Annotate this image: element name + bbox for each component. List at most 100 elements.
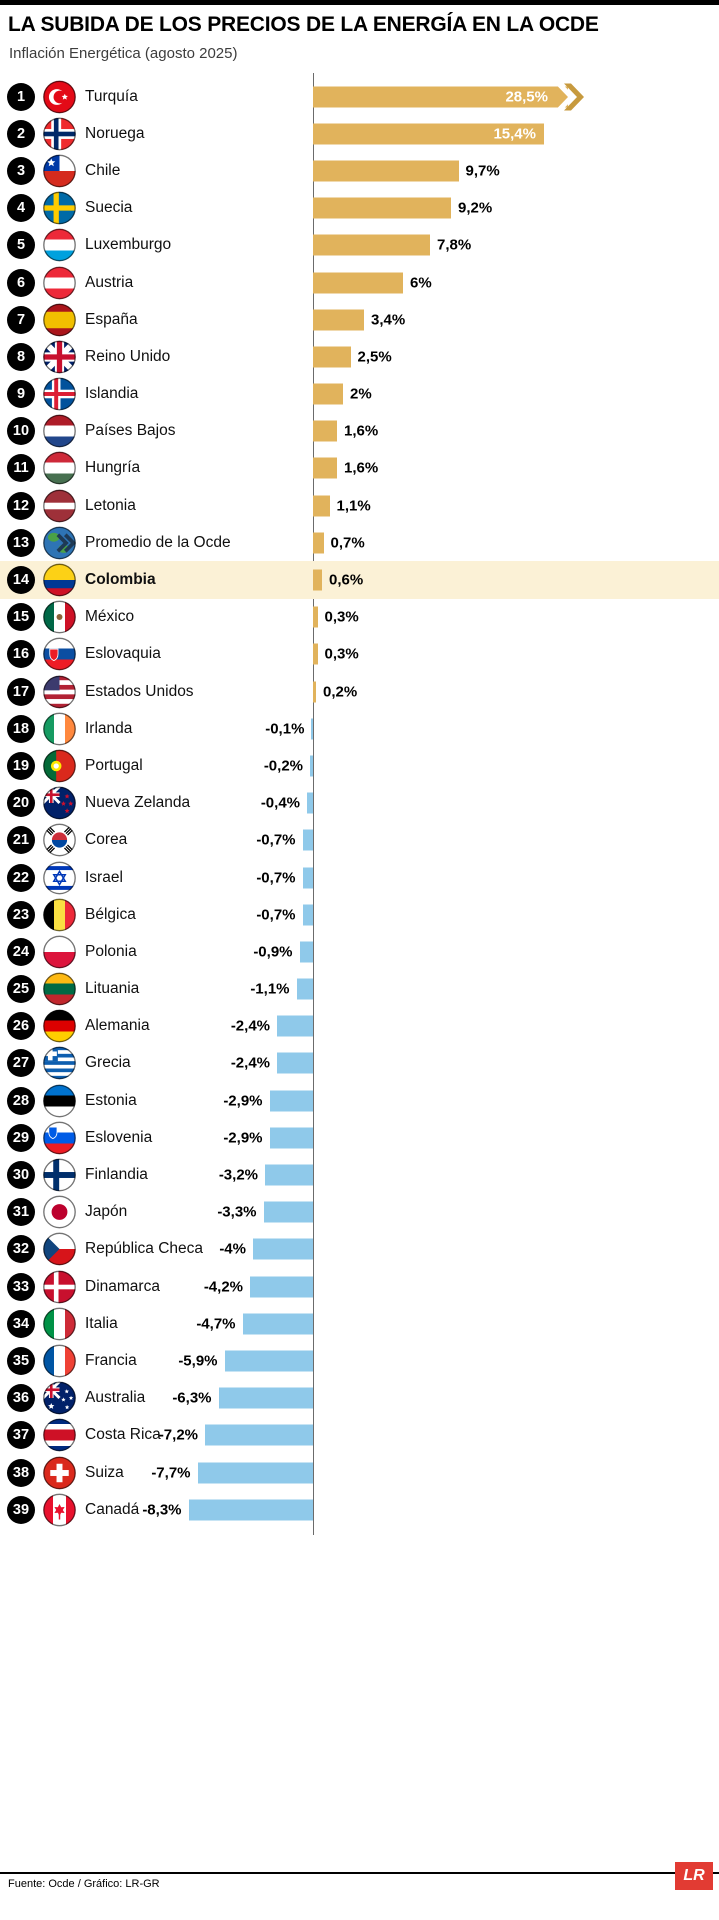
rank-badge: 18 xyxy=(7,714,35,743)
flag-icon-reino-unido xyxy=(43,340,76,374)
rank-badge: 33 xyxy=(7,1272,35,1301)
country-row-6-austria: 6 Austria 6% xyxy=(0,264,719,301)
country-label: Francia xyxy=(85,1351,137,1369)
value-label: -7,2% xyxy=(158,1426,198,1444)
country-label: Islandia xyxy=(85,385,139,403)
country-label: Luxemburgo xyxy=(85,236,172,254)
country-label: Finlandia xyxy=(85,1166,148,1184)
country-row-31-japon: 31 Japón -3,3% xyxy=(0,1194,719,1231)
rank-badge: 28 xyxy=(7,1086,35,1115)
country-row-7-espana: 7 España 3,4% xyxy=(0,301,719,338)
value-bar xyxy=(205,1424,313,1446)
rank-badge: 38 xyxy=(7,1458,35,1487)
country-label: Irlanda xyxy=(85,719,133,737)
value-bar xyxy=(313,532,324,554)
country-label: México xyxy=(85,608,135,626)
value-bar xyxy=(269,1127,313,1149)
flag-icon-italia xyxy=(43,1307,76,1341)
country-label: España xyxy=(85,310,138,328)
country-row-33-dinamarca: 33 Dinamarca -4,2% xyxy=(0,1268,719,1305)
rank-badge: 32 xyxy=(7,1235,35,1264)
rank-badge: 24 xyxy=(7,937,35,966)
country-row-36-australia: 36 Australia -6,3% xyxy=(0,1380,719,1417)
value-label: 1,6% xyxy=(344,422,379,440)
value-bar xyxy=(313,309,364,331)
country-row-8-reino-unido: 8 Reino Unido 2,5% xyxy=(0,338,719,375)
flag-icon-paises-bajos xyxy=(43,414,76,448)
value-bar xyxy=(313,681,316,703)
flag-icon-austria xyxy=(43,266,76,299)
country-label: Alemania xyxy=(85,1017,150,1035)
country-label: Austria xyxy=(85,273,134,291)
value-label: 9,2% xyxy=(458,199,493,217)
value-bar xyxy=(302,829,313,851)
value-label: 28,5% xyxy=(505,88,548,106)
value-bar xyxy=(253,1238,313,1260)
rank-badge: 39 xyxy=(7,1495,35,1524)
country-row-35-francia: 35 Francia -5,9% xyxy=(0,1342,719,1379)
rank-badge: 7 xyxy=(7,305,35,334)
rank-badge: 29 xyxy=(7,1123,35,1152)
flag-icon-grecia xyxy=(43,1047,76,1080)
value-label: -3,2% xyxy=(218,1166,258,1184)
flag-icon-finlandia xyxy=(43,1158,76,1192)
value-label: -0,7% xyxy=(256,906,296,924)
flag-icon-eslovaquia xyxy=(43,638,76,671)
value-bar xyxy=(313,272,403,294)
value-bar xyxy=(313,606,318,628)
country-row-30-finlandia: 30 Finlandia -3,2% xyxy=(0,1156,719,1193)
country-label: Corea xyxy=(85,831,128,849)
flag-icon-irlanda xyxy=(43,712,76,746)
value-label: -5,9% xyxy=(178,1352,218,1370)
value-label: -0,9% xyxy=(253,943,293,961)
rank-badge: 9 xyxy=(7,380,35,409)
country-row-10-paises-bajos: 10 Países Bajos 1,6% xyxy=(0,413,719,450)
country-row-3-chile: 3 Chile 9,7% xyxy=(0,152,719,189)
value-label: 7,8% xyxy=(437,236,472,254)
country-label: República Checa xyxy=(85,1240,204,1258)
value-label: -4,2% xyxy=(203,1278,243,1296)
value-bar xyxy=(265,1164,313,1186)
flag-icon-japon xyxy=(43,1195,76,1229)
country-label: Japón xyxy=(85,1203,128,1221)
flag-icon-francia xyxy=(43,1344,76,1378)
value-label: -3,3% xyxy=(217,1203,257,1221)
flag-icon-portugal xyxy=(43,749,76,783)
value-bar xyxy=(250,1276,313,1298)
rank-badge: 1 xyxy=(7,82,35,111)
value-label: 0,6% xyxy=(329,571,364,589)
country-row-24-polonia: 24 Polonia -0,9% xyxy=(0,933,719,970)
value-label: -4,7% xyxy=(196,1315,236,1333)
flag-icon-letonia xyxy=(43,489,76,522)
value-bar xyxy=(242,1313,313,1335)
value-bar xyxy=(188,1499,313,1521)
rank-badge: 35 xyxy=(7,1346,35,1375)
value-label: -2,4% xyxy=(230,1017,270,1035)
rank-badge: 16 xyxy=(7,640,35,669)
lr-logo: LR xyxy=(675,1862,713,1890)
rank-badge: 34 xyxy=(7,1309,35,1338)
value-bar xyxy=(296,978,313,1000)
country-label: Nueva Zelanda xyxy=(85,794,191,812)
rank-badge: 25 xyxy=(7,975,35,1004)
country-row-19-portugal: 19 Portugal -0,2% xyxy=(0,747,719,784)
value-bar xyxy=(313,420,337,442)
value-bar xyxy=(263,1201,313,1223)
rank-badge: 2 xyxy=(7,119,35,148)
country-label: Grecia xyxy=(85,1054,131,1072)
rank-badge: 23 xyxy=(7,900,35,929)
flag-icon-estonia xyxy=(43,1084,76,1117)
country-label: Suecia xyxy=(85,199,133,217)
value-label: 1,1% xyxy=(336,497,371,515)
value-label: 0,3% xyxy=(324,608,359,626)
rank-badge: 21 xyxy=(7,826,35,855)
rank-badge: 30 xyxy=(7,1161,35,1190)
value-bar xyxy=(313,86,568,108)
rank-badge: 19 xyxy=(7,751,35,780)
top-border-bar xyxy=(0,0,719,5)
value-bar xyxy=(299,941,313,963)
country-label: Países Bajos xyxy=(85,422,176,440)
flag-icon-suecia xyxy=(43,191,76,225)
chart-rows: 1 Turquía 28,5% 2 Noruega 15,4% 3 Chile 9,7% 4 Sue… xyxy=(0,78,719,1528)
country-label: Portugal xyxy=(85,756,143,774)
